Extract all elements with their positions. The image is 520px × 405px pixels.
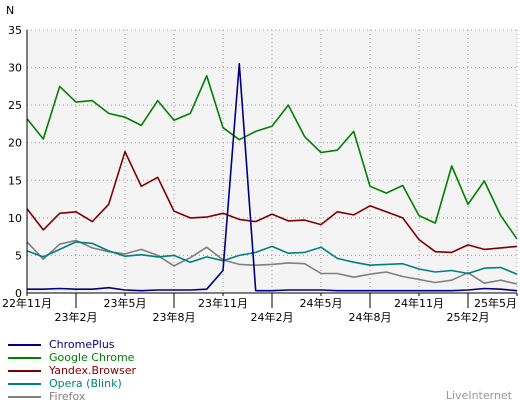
y-tick-label: 30 [8, 62, 22, 75]
legend: ChromePlus Google Chrome Yandex.Browser … [8, 338, 136, 403]
y-tick-label: 10 [8, 212, 22, 225]
x-tick-label: 23年2月 [55, 310, 98, 324]
x-tick-label: 24年11月 [394, 296, 444, 310]
legend-swatch [8, 369, 41, 372]
x-tick-label: 24年2月 [251, 310, 294, 324]
series-line-yandex-browser [26, 150, 518, 254]
x-tick-label: 25年2月 [447, 310, 490, 324]
plot-area [27, 30, 517, 293]
source-label[interactable]: LiveInternet [445, 389, 512, 402]
y-tick-label: 15 [8, 174, 22, 187]
legend-item-google-chrome: Google Chrome [8, 351, 136, 364]
y-tick-label: 25 [8, 99, 22, 112]
series-line-google-chrome [26, 75, 518, 240]
y-tick-label: 35 [8, 24, 22, 37]
y-axis-label: N [6, 4, 14, 17]
y-tick-label: 0 [15, 287, 22, 300]
legend-item-chromeplus: ChromePlus [8, 338, 136, 351]
legend-label: Firefox [49, 390, 86, 403]
series-lines [26, 62, 518, 292]
x-tick-label: 23年5月 [104, 296, 147, 310]
x-tick-label: 22年11月 [2, 296, 52, 310]
legend-label: Opera (Blink) [49, 377, 122, 390]
y-axis-ticks: 0 5 10 15 20 25 30 35 [8, 24, 22, 300]
x-tick-label: 23年8月 [153, 310, 196, 324]
legend-label: Yandex.Browser [49, 364, 137, 377]
legend-item-opera-blink: Opera (Blink) [8, 377, 136, 390]
y-tick-label: 5 [15, 249, 22, 262]
grid-lines [27, 29, 518, 293]
legend-swatch [8, 382, 41, 385]
legend-item-yandex-browser: Yandex.Browser [8, 364, 136, 377]
legend-swatch [8, 356, 41, 359]
legend-label: ChromePlus [49, 338, 115, 351]
legend-swatch [8, 395, 41, 398]
x-tick-label: 24年5月 [300, 296, 343, 310]
x-tick-label: 24年8月 [349, 310, 392, 324]
x-tick-label: 25年5月 [474, 296, 517, 310]
series-line-chromeplus [27, 62, 518, 292]
legend-swatch [8, 343, 41, 346]
series-line-opera-blink [26, 241, 518, 275]
legend-label: Google Chrome [49, 351, 135, 364]
y-tick-label: 20 [8, 137, 22, 150]
legend-item-firefox: Firefox [8, 390, 136, 403]
x-tick-label: 23年11月 [198, 296, 248, 310]
